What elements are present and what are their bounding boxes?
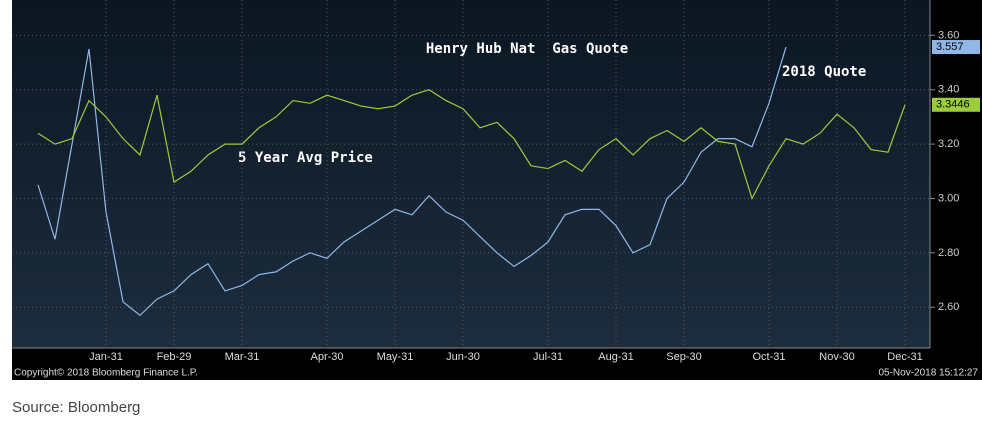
- last-value-label: 3.557: [936, 41, 964, 53]
- y-tick-label: 2.80: [938, 247, 959, 259]
- y-tick-label: 3.60: [938, 29, 959, 41]
- series-label: 5 Year Avg Price: [238, 150, 373, 166]
- y-tick-label: 3.40: [938, 84, 959, 96]
- x-tick-label: Mar-31: [225, 351, 260, 363]
- timestamp: 05-Nov-2018 15:12:27: [878, 368, 978, 379]
- last-value-label: 3.3446: [936, 99, 970, 111]
- x-tick-label: Apr-30: [310, 351, 343, 363]
- series-label: 2018 Quote: [782, 64, 866, 80]
- x-tick-label: May-31: [377, 351, 414, 363]
- last-value-box: [932, 40, 980, 55]
- x-tick-label: Jan-31: [89, 351, 123, 363]
- x-tick-label: Feb-29: [157, 351, 192, 363]
- series-line: [37, 46, 787, 317]
- x-tick-label: Jul-31: [533, 351, 563, 363]
- y-tick-label: 3.20: [938, 138, 959, 150]
- y-tick-label: 2.60: [938, 301, 959, 313]
- x-tick-label: Dec-31: [887, 351, 922, 363]
- last-value-box: [932, 97, 980, 112]
- x-tick-label: Aug-31: [598, 351, 633, 363]
- copyright: Copyright© 2018 Bloomberg Finance L.P.: [14, 368, 198, 379]
- y-tick-label: 3.00: [938, 192, 959, 204]
- plot-area: [12, 0, 930, 348]
- x-tick-label: Oct-31: [752, 351, 785, 363]
- chart-title: Henry Hub Nat Gas Quote: [426, 41, 628, 57]
- x-tick-label: Jun-30: [446, 351, 480, 363]
- x-tick-label: Sep-30: [666, 351, 701, 363]
- source: Source: Bloomberg: [12, 399, 140, 416]
- series-line: [37, 89, 906, 201]
- x-tick-label: Nov-30: [819, 351, 854, 363]
